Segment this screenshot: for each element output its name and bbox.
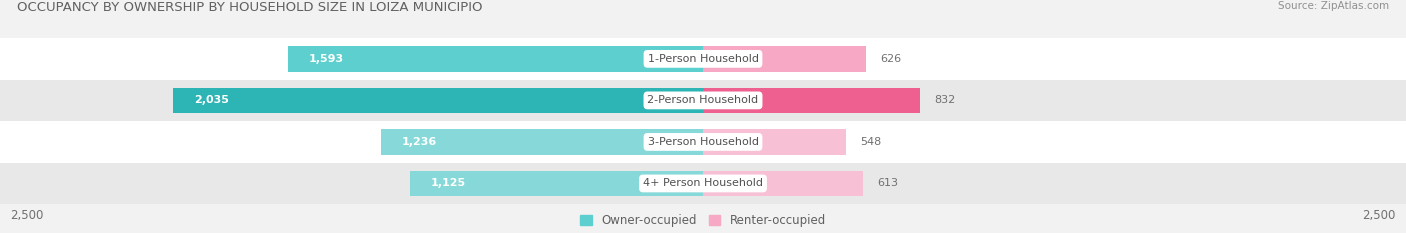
Text: 613: 613 <box>877 178 898 188</box>
Bar <box>703 129 845 155</box>
Text: 4+ Person Household: 4+ Person Household <box>643 178 763 188</box>
Bar <box>703 171 863 196</box>
Text: 2-Person Household: 2-Person Household <box>647 95 759 105</box>
Legend: Owner-occupied, Renter-occupied: Owner-occupied, Renter-occupied <box>579 214 827 227</box>
Text: 626: 626 <box>880 54 901 64</box>
Bar <box>0 80 1406 121</box>
Bar <box>288 46 703 72</box>
Bar <box>411 171 703 196</box>
Bar <box>381 129 703 155</box>
Bar <box>0 163 1406 204</box>
Text: 2,500: 2,500 <box>11 209 44 222</box>
Text: 2,500: 2,500 <box>1362 209 1395 222</box>
Bar <box>173 88 703 113</box>
Text: 548: 548 <box>860 137 882 147</box>
Text: 2,035: 2,035 <box>194 95 229 105</box>
Bar <box>0 121 1406 163</box>
Text: 1,236: 1,236 <box>402 137 437 147</box>
Text: 3-Person Household: 3-Person Household <box>648 137 758 147</box>
Text: 1-Person Household: 1-Person Household <box>648 54 758 64</box>
Text: 1,125: 1,125 <box>430 178 465 188</box>
Text: OCCUPANCY BY OWNERSHIP BY HOUSEHOLD SIZE IN LOIZA MUNICIPIO: OCCUPANCY BY OWNERSHIP BY HOUSEHOLD SIZE… <box>17 1 482 14</box>
Bar <box>703 88 920 113</box>
Bar <box>703 46 866 72</box>
Text: 1,593: 1,593 <box>309 54 344 64</box>
Bar <box>0 38 1406 80</box>
Text: Source: ZipAtlas.com: Source: ZipAtlas.com <box>1278 1 1389 11</box>
Text: 832: 832 <box>934 95 955 105</box>
